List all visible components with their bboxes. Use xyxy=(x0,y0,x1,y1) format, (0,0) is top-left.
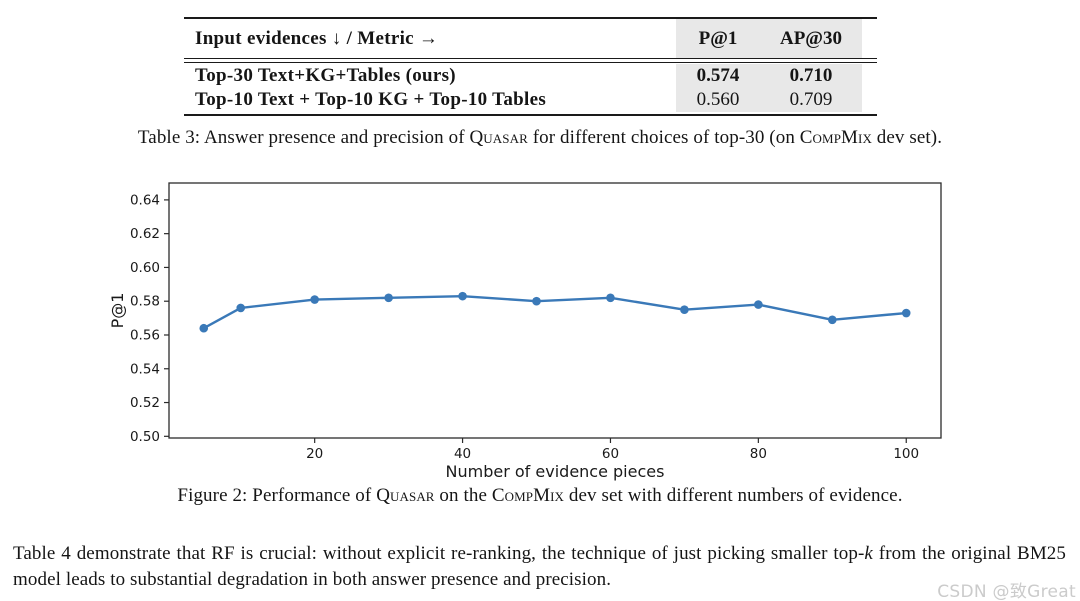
table-row: Top-10 Text + Top-10 KG + Top-10 Tables 0… xyxy=(184,87,877,112)
text-run: Figure 2: Performance of xyxy=(177,485,377,506)
row-shaded-cols: 0.574 0.710 xyxy=(676,63,862,88)
text-run: k xyxy=(864,543,873,564)
metric-value: 0.709 xyxy=(789,88,833,110)
text-run: CompMix xyxy=(491,485,565,506)
y-tick-label: 0.54 xyxy=(130,361,160,377)
text-run: on the xyxy=(434,485,492,506)
data-point xyxy=(827,315,837,325)
data-point xyxy=(310,295,319,304)
row-label: Top-30 Text+KG+Tables (ours) xyxy=(195,64,456,86)
y-axis-label: P@1 xyxy=(108,293,127,329)
text-run: CompMix xyxy=(799,127,872,148)
table3-header-separator xyxy=(184,58,877,63)
table3-header-row: Input evidences ↓ / Metric → P@1 AP@30 xyxy=(184,19,877,58)
text-run: Quasar xyxy=(376,485,435,506)
row-label: Top-10 Text + Top-10 KG + Top-10 Tables xyxy=(195,88,547,110)
x-tick-label: 60 xyxy=(602,446,619,462)
data-point xyxy=(754,300,763,309)
data-point xyxy=(199,323,209,333)
data-point xyxy=(458,291,467,301)
metric-value: 0.710 xyxy=(789,64,833,86)
text-run: dev set). xyxy=(871,127,943,148)
text-run: from the original BM25 model leads to su… xyxy=(13,543,1067,590)
table3-body: Top-30 Text+KG+Tables (ours) 0.574 0.710 To… xyxy=(184,63,877,114)
metric-header-ap30: AP@30 xyxy=(779,27,842,49)
text-run: Table 4 demonstrate that RF is crucial: … xyxy=(13,543,865,564)
y-tick-label: 0.60 xyxy=(130,260,160,276)
table3-header-label: Input evidences ↓ / Metric → xyxy=(195,27,439,49)
table3-caption: Table 3: Answer presence and precision o… xyxy=(0,127,1080,149)
figure2-caption: Figure 2: Performance of Quasar on the C… xyxy=(0,485,1080,507)
metric-value: 0.560 xyxy=(696,88,740,110)
text-run: dev set with different numbers of eviden… xyxy=(564,485,903,506)
y-tick-label: 0.50 xyxy=(130,429,160,445)
x-tick-label: 100 xyxy=(893,446,919,462)
data-point xyxy=(606,293,615,303)
y-tick-label: 0.56 xyxy=(130,327,160,343)
text-run: for different choices of top-30 (on xyxy=(527,127,800,148)
y-tick-label: 0.58 xyxy=(130,294,160,310)
watermark: CSDN @致Great xyxy=(937,582,1076,601)
table-row: Top-30 Text+KG+Tables (ours) 0.574 0.710 xyxy=(184,63,877,88)
table3-header-shaded-cols: P@1 AP@30 xyxy=(676,19,862,58)
row-shaded-cols: 0.560 0.709 xyxy=(676,87,862,112)
x-tick-label: 20 xyxy=(306,446,323,462)
data-point xyxy=(236,303,246,313)
data-point xyxy=(532,296,541,306)
figure2-line-chart: 0.50 0.52 0.54 0.56 0.58 0.60 0.62 0.64 20 40 60 80… xyxy=(108,182,942,481)
text-run: Quasar xyxy=(469,127,528,148)
body-paragraph: Table 4 demonstrate that RF is crucial: … xyxy=(13,541,1066,592)
data-point xyxy=(384,293,393,303)
table3-top-rule xyxy=(184,17,877,19)
metric-header-p1: P@1 xyxy=(698,27,738,49)
table3-bottom-rule xyxy=(184,113,877,116)
x-axis-label: Number of evidence pieces xyxy=(446,462,665,481)
data-point xyxy=(680,305,689,314)
data-point xyxy=(901,308,911,318)
x-tick-label: 40 xyxy=(454,446,471,462)
plot-border xyxy=(168,182,942,439)
x-tick-label: 80 xyxy=(750,446,767,462)
y-tick-label: 0.64 xyxy=(130,192,160,208)
metric-value: 0.574 xyxy=(696,64,740,86)
y-tick-label: 0.62 xyxy=(130,226,160,242)
text-run: Table 3: Answer presence and precision o… xyxy=(137,127,470,148)
y-tick-label: 0.52 xyxy=(130,395,160,411)
table3: Input evidences ↓ / Metric → P@1 AP@30 T… xyxy=(184,17,877,116)
